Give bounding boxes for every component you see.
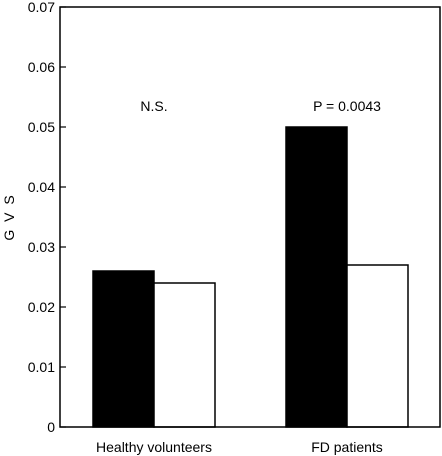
y-tick-label: 0.06 [28, 59, 55, 75]
y-tick-label: 0.03 [28, 239, 55, 255]
bar-healthy-1 [92, 270, 155, 428]
x-category-label: Healthy volunteers [96, 439, 212, 455]
bar-healthy-2 [153, 282, 216, 428]
bars-group [92, 126, 409, 428]
y-tick-label: 0.04 [28, 179, 55, 195]
bar-fd-1 [285, 126, 348, 428]
plot-frame [59, 6, 441, 428]
y-tick-label: 0 [47, 419, 55, 435]
y-tick-label: 0.01 [28, 359, 55, 375]
significance-annotation: N.S. [140, 98, 167, 114]
y-tick-label: 0.05 [28, 119, 55, 135]
category-labels-group: Healthy volunteers FD patients [96, 439, 383, 455]
annotations-group: N.S. P = 0.0043 [140, 98, 381, 114]
x-category-label: FD patients [311, 439, 383, 455]
y-ticks-group: 0 0.01 0.02 0.03 0.04 0.05 0.06 0.07 [28, 0, 66, 435]
y-tick-label: 0.02 [28, 299, 55, 315]
axes-group [59, 6, 441, 428]
y-tick-label: 0.07 [28, 0, 55, 15]
significance-annotation: P = 0.0043 [313, 98, 381, 114]
bar-fd-2 [346, 264, 409, 428]
y-axis-label: G V S [1, 193, 17, 240]
